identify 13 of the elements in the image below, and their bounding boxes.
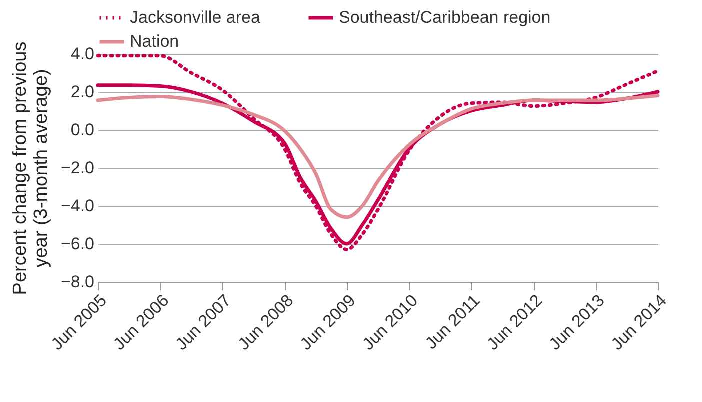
line-series: [96, 54, 660, 252]
y-tick-label: 4.0: [70, 44, 94, 64]
legend-label: Nation: [130, 32, 180, 51]
y-tick-label: 0.0: [70, 120, 94, 140]
y-tick-label: 2.0: [70, 82, 94, 102]
y-tick-label: −4.0: [60, 196, 94, 216]
y-axis-title: Percent change from previous year (3-month average): [10, 42, 52, 296]
line-series: [96, 94, 660, 220]
y-tick-label: −2.0: [60, 158, 94, 178]
legend-label: Southeast/Caribbean region: [339, 8, 551, 27]
y-tick-label: −8.0: [60, 272, 94, 292]
legend-label: Jacksonville area: [130, 8, 261, 27]
y-tick-label: −6.0: [60, 234, 94, 254]
